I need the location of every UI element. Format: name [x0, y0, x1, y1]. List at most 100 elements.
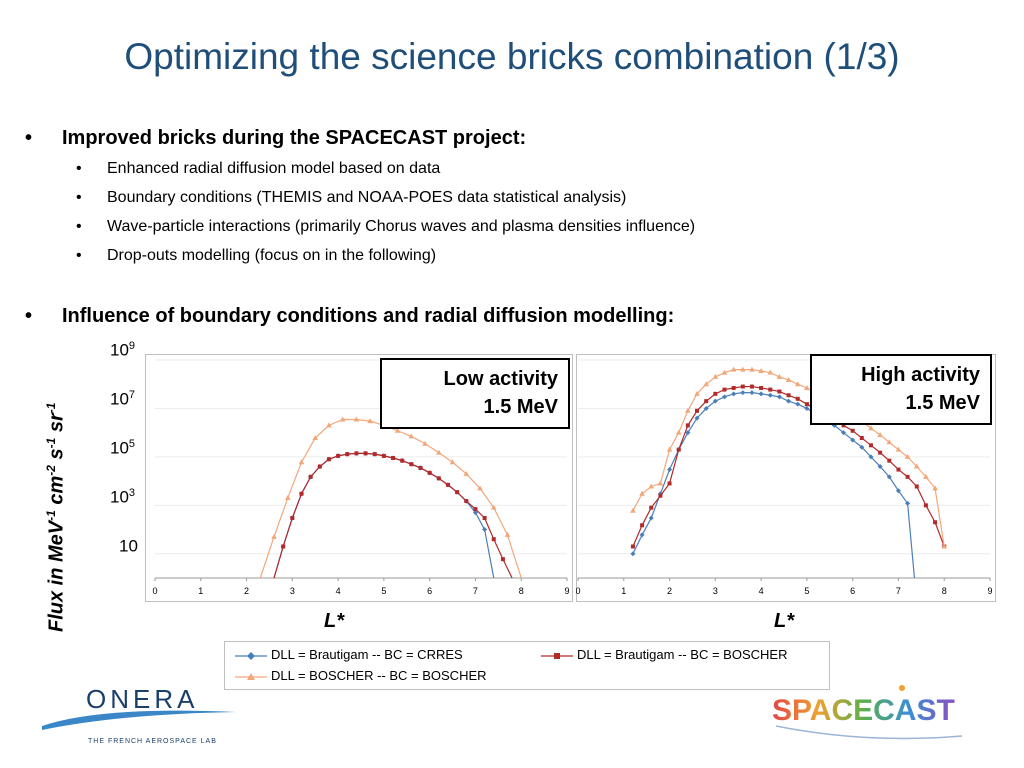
data-point — [713, 391, 718, 396]
spacecast-logo: SPACECAST — [772, 685, 963, 740]
data-point — [477, 485, 483, 491]
data-point — [648, 515, 654, 521]
data-point — [649, 505, 654, 510]
bullet-2-text: Influence of boundary conditions and rad… — [62, 305, 675, 327]
high-activity-label: High activity — [861, 364, 980, 386]
data-point — [731, 391, 737, 397]
high-activity-box: High activity 1.5 MeV — [810, 354, 992, 425]
legend-label: DLL = Brautigam -- BC = BOSCHER — [577, 647, 788, 662]
x-tick-label: 9 — [987, 586, 992, 596]
data-point — [281, 544, 286, 549]
high-activity-energy: 1.5 MeV — [905, 392, 980, 414]
bullet-symbol: • — [76, 218, 82, 235]
x-tick-label: 4 — [759, 586, 764, 596]
x-tick-label: 2 — [667, 586, 672, 596]
legend-marker-square — [541, 653, 573, 659]
x-tick-label: 3 — [713, 586, 718, 596]
data-point — [896, 467, 901, 472]
data-point — [630, 551, 636, 557]
bullet-symbol: • — [76, 160, 82, 177]
data-point — [941, 543, 948, 549]
data-point — [391, 455, 396, 460]
data-point — [666, 446, 673, 452]
low-activity-label: Low activity — [443, 368, 558, 390]
x-tick-label: 8 — [942, 586, 947, 596]
data-point — [463, 470, 470, 476]
data-point — [298, 459, 305, 465]
data-point — [740, 390, 746, 396]
data-point — [308, 474, 313, 479]
svg-text:SPACECAST: SPACECAST — [772, 694, 955, 727]
x-tick-label: 0 — [576, 586, 581, 596]
data-point — [932, 485, 938, 491]
legend-label: DLL = Brautigam -- BC = CRRES — [271, 647, 463, 662]
data-point — [740, 384, 745, 389]
data-point — [730, 366, 737, 372]
data-point — [367, 418, 373, 424]
data-point — [804, 402, 809, 407]
data-point — [850, 428, 855, 433]
data-point — [933, 520, 938, 525]
data-point — [400, 458, 405, 463]
data-point — [658, 493, 663, 498]
data-point — [768, 387, 773, 392]
data-point — [905, 500, 911, 506]
data-point — [886, 474, 892, 480]
legend-label: DLL = BOSCHER -- BC = BOSCHER — [271, 668, 487, 683]
data-point — [685, 430, 691, 436]
data-point — [868, 425, 874, 431]
data-point — [694, 390, 700, 396]
bullet-symbol: • — [25, 127, 33, 149]
data-point — [339, 416, 346, 422]
x-tick-label: 7 — [896, 586, 901, 596]
data-point — [290, 515, 295, 520]
data-point — [473, 507, 478, 512]
data-point — [694, 415, 700, 421]
data-point — [758, 368, 764, 374]
data-point — [326, 457, 331, 462]
sub-bullet-text: Wave-particle interactions (primarily Ch… — [107, 218, 696, 235]
data-point — [472, 510, 478, 516]
data-point — [676, 447, 681, 452]
bullet-symbol: • — [25, 305, 33, 327]
data-point — [685, 423, 690, 428]
series-line — [273, 452, 513, 579]
data-point — [786, 393, 791, 398]
data-point — [703, 381, 709, 387]
x-axis-label-left: L* — [324, 610, 344, 632]
data-point — [639, 532, 645, 538]
y-tick-label: 103 — [110, 487, 136, 507]
bullet-symbol: • — [76, 189, 82, 206]
x-tick-label: 5 — [804, 586, 809, 596]
data-point — [804, 384, 810, 390]
data-point — [877, 432, 883, 438]
data-point — [913, 463, 920, 469]
y-axis-label: Flux in MeV-1 cm-2 s-1 sr-1 — [44, 402, 68, 632]
data-point — [409, 462, 414, 467]
x-tick-label: 1 — [198, 586, 203, 596]
x-tick-label: 9 — [564, 586, 569, 596]
sub-bullet-text: Boundary conditions (THEMIS and NOAA-POE… — [107, 189, 627, 206]
data-point — [731, 385, 736, 390]
data-point — [895, 488, 901, 494]
data-point — [640, 523, 645, 528]
data-point — [422, 440, 428, 446]
data-point — [859, 436, 864, 441]
chart-legend: DLL = Brautigam -- BC = CRRES DLL = Brau… — [224, 641, 830, 690]
x-tick-label: 5 — [381, 586, 386, 596]
data-point — [850, 437, 856, 443]
data-point — [722, 387, 727, 392]
data-point — [841, 423, 846, 428]
data-point — [372, 452, 377, 457]
data-point — [749, 366, 755, 372]
y-tick-label: 107 — [110, 389, 136, 409]
data-point — [704, 399, 709, 404]
data-point — [795, 401, 801, 407]
data-point — [630, 544, 635, 549]
data-point — [427, 470, 432, 475]
data-point — [336, 453, 341, 458]
data-point — [695, 408, 700, 413]
data-point — [841, 430, 847, 436]
data-point — [491, 537, 496, 542]
data-point — [299, 491, 304, 496]
